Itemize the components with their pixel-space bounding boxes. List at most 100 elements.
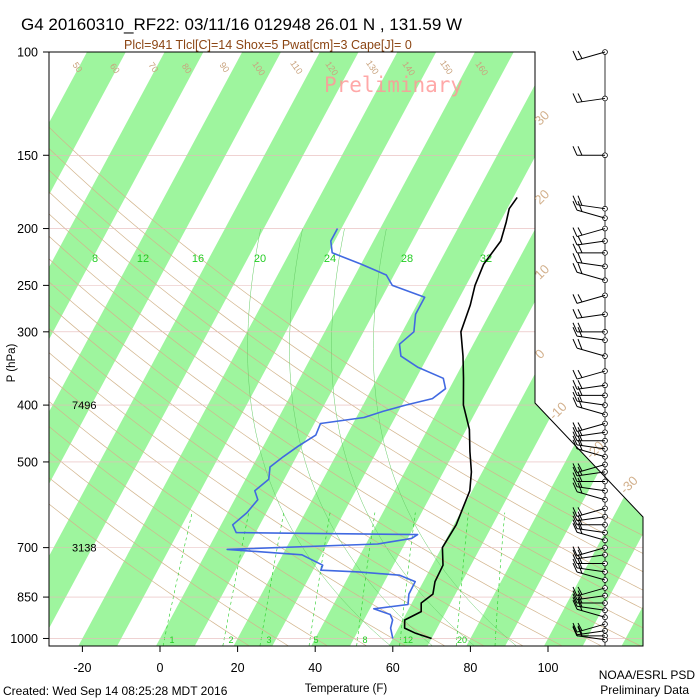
wind-barb-feather xyxy=(577,243,583,254)
mixing-ratio-line xyxy=(259,512,285,646)
wind-barb-feather xyxy=(572,294,578,304)
mixing-ratio-lines xyxy=(162,512,506,646)
dry-adiabat xyxy=(49,52,407,646)
temperature-tick-label: 40 xyxy=(308,661,322,675)
dry-adiabat xyxy=(49,52,643,646)
wind-barb-feather xyxy=(572,200,578,211)
mixing-ratio-line xyxy=(399,512,416,646)
moist-adiabat xyxy=(247,228,391,646)
wind-barb-feather xyxy=(577,466,583,476)
dry-adiabat xyxy=(49,52,643,646)
wind-barb-feather xyxy=(577,431,583,441)
wind-barb-feather xyxy=(572,590,578,600)
dry-adiabat xyxy=(49,52,485,646)
mixing-ratio-label: 20 xyxy=(254,253,266,265)
wind-barb-feather xyxy=(577,50,583,59)
wind-barb-feather xyxy=(572,549,578,560)
moist-adiabat xyxy=(373,228,517,646)
wind-barb-feather xyxy=(572,243,578,254)
mixing-ratio-label: 16 xyxy=(192,253,204,265)
moist-adiabat xyxy=(289,228,433,646)
dry-adiabat-label: 80 xyxy=(180,61,194,75)
wind-barb-feather xyxy=(577,439,583,451)
mixing-ratio-bottom-label: 5 xyxy=(313,635,318,645)
temperature-tick-label: 60 xyxy=(386,661,400,675)
wind-barb-feather xyxy=(572,326,578,337)
wind-barb-feather xyxy=(572,253,578,263)
wind-barb-feather xyxy=(572,515,578,526)
pressure-tick-label: 500 xyxy=(17,455,38,469)
dry-adiabat xyxy=(49,52,250,646)
mixing-ratio-bottom-label: 8 xyxy=(362,635,367,645)
isotherm-stripe xyxy=(621,52,643,646)
dry-adiabat xyxy=(49,52,643,646)
height-label: 3138 xyxy=(72,543,96,555)
dry-adiabat xyxy=(49,52,643,646)
wind-barb-feather xyxy=(577,515,583,526)
dry-adiabat xyxy=(49,52,289,646)
created-timestamp: Created: Wed Sep 14 08:25:28 MDT 2016 xyxy=(3,684,228,698)
dry-adiabat xyxy=(49,52,641,646)
dewpoint-profile xyxy=(226,228,447,639)
plot-background xyxy=(49,52,643,646)
wind-barb-feather xyxy=(572,391,578,402)
dry-adiabat xyxy=(49,52,328,646)
mixing-ratio-label: 12 xyxy=(137,253,149,265)
wind-barb-feather xyxy=(572,263,578,273)
wind-barb-feather xyxy=(572,435,578,446)
wind-barb-feather xyxy=(572,227,578,237)
wind-barb-feather xyxy=(572,507,578,517)
wind-barb-feather xyxy=(572,338,578,349)
temperature-tick-label: 100 xyxy=(538,661,559,675)
dry-adiabat-label: 110 xyxy=(288,59,304,76)
wind-barb-feather xyxy=(572,593,578,604)
y-axis-label: P (hPa) xyxy=(6,343,18,382)
chart-title: G4 20160310_RF22: 03/11/16 012948 26.01 … xyxy=(21,15,462,34)
wind-barb-feather xyxy=(577,397,583,409)
dry-adiabat xyxy=(49,52,563,646)
wind-barb-feather xyxy=(577,309,583,318)
wind-barb-feather xyxy=(572,554,578,564)
pressure-tick-label: 100 xyxy=(17,46,38,60)
wind-barb-shaft xyxy=(576,271,606,281)
wind-barb-feather xyxy=(572,431,578,441)
wind-barb-feather xyxy=(577,586,583,595)
mixing-ratio-line xyxy=(222,512,249,646)
wind-barb-feather xyxy=(572,235,578,246)
mixing-ratio-line xyxy=(162,512,193,646)
isotherm-stripe xyxy=(49,52,204,646)
wind-barb-shaft xyxy=(576,531,606,541)
wind-barb-feather xyxy=(577,427,583,436)
wind-barb-feather xyxy=(577,391,583,402)
isotherm-stripe xyxy=(49,52,359,646)
wind-barb-feather xyxy=(577,380,583,389)
wind-barb-feather xyxy=(577,482,583,494)
dry-adiabat-label: 50 xyxy=(70,60,84,74)
wind-barb-shaft xyxy=(576,204,606,210)
mixing-ratio-bottom-label: 12 xyxy=(403,635,413,645)
wind-barb-feather xyxy=(572,195,578,205)
wind-barb-feather xyxy=(577,507,583,516)
wind-barb-feather xyxy=(577,263,583,274)
wind-barb-feather xyxy=(572,586,578,597)
wind-barb-feather xyxy=(572,523,578,533)
height-label: 7496 xyxy=(72,400,96,412)
isotherm-stripe xyxy=(466,52,643,646)
wind-barb-feather xyxy=(572,309,578,319)
mixing-ratio-bottom-label: 1 xyxy=(169,635,174,645)
dry-adiabat xyxy=(49,52,643,646)
wind-barb-feather xyxy=(572,322,578,333)
wind-barb-feather xyxy=(577,590,583,600)
wind-barb-feather xyxy=(572,558,578,569)
wind-barbs xyxy=(572,49,608,646)
mixing-ratio-bottom-label: 20 xyxy=(457,635,467,645)
mixing-ratio-line xyxy=(308,512,331,646)
wind-barb-feather xyxy=(572,427,578,437)
wind-barb-shaft xyxy=(576,335,606,341)
wind-barb-feather xyxy=(572,562,578,573)
wind-barb-feather xyxy=(577,294,583,303)
wind-barb-feather xyxy=(572,626,578,636)
wind-barb-feather xyxy=(572,466,578,477)
wind-barb-feather xyxy=(572,50,578,61)
wind-barb-feather xyxy=(577,338,583,350)
